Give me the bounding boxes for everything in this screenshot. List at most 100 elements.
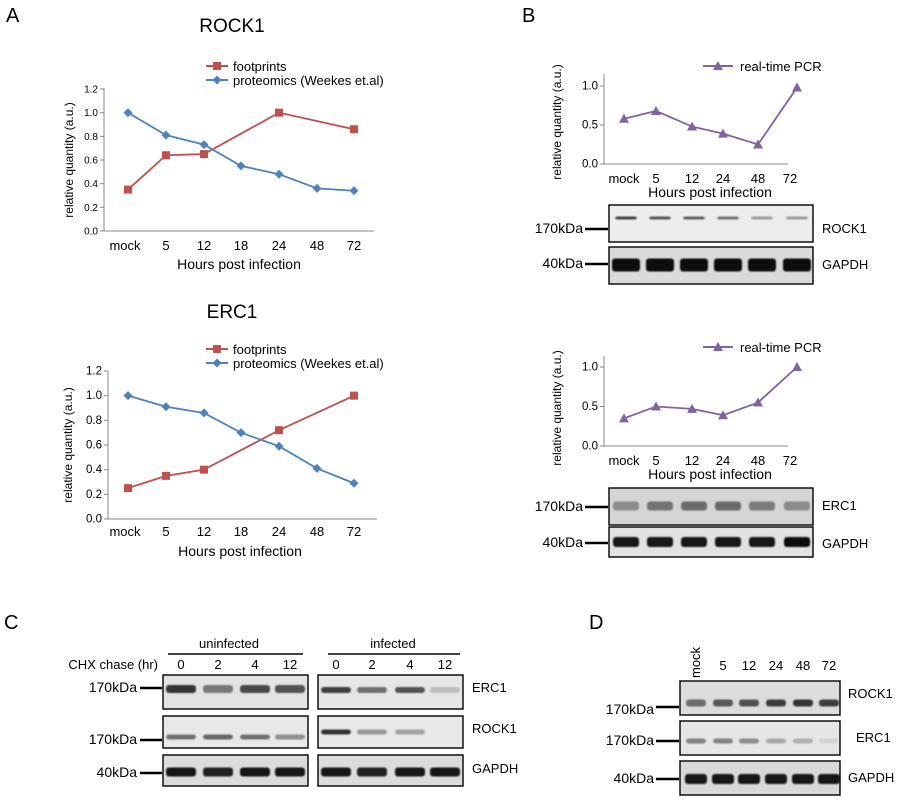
legend-label-proteomics: proteomics (Weekes et.al) — [233, 73, 384, 88]
data-point — [718, 128, 728, 138]
x-tick-label: mock — [109, 524, 141, 539]
blot-band — [685, 774, 707, 784]
data-point — [651, 105, 661, 115]
legend-marker-proteomics — [212, 358, 222, 368]
blot-band — [649, 216, 671, 220]
x-tick-label: 18 — [234, 524, 248, 539]
blot-band — [647, 537, 673, 547]
blot-band — [818, 774, 840, 784]
blot-band — [793, 699, 813, 707]
lane-label: 72 — [822, 658, 836, 673]
data-point — [275, 426, 283, 435]
data-point — [687, 403, 697, 413]
data-point — [792, 82, 802, 92]
chart-rock1: ROCK1 relative quantity (a.u.) Hours pos… — [62, 16, 384, 272]
blot-band — [793, 738, 813, 744]
data-point — [349, 186, 359, 196]
lane-label: mock — [688, 646, 703, 678]
blot-b-top: 170kDa 40kDa ROCK1 GAPDH — [535, 204, 868, 285]
blot-band — [713, 699, 733, 707]
legend-marker-pcr — [713, 342, 723, 351]
blot-band — [615, 216, 637, 220]
y-axis-label: relative quantity (a.u.) — [550, 350, 564, 465]
kda-label-170: 170kDa — [535, 220, 583, 236]
legend: footprints proteomics (Weekes et.al) — [206, 342, 384, 371]
data-point — [275, 108, 283, 117]
legend-marker-footprints — [213, 345, 221, 353]
blot-band — [357, 767, 387, 777]
lane-label: 12 — [438, 657, 452, 672]
blot-band — [430, 687, 460, 693]
blot-band — [240, 685, 270, 693]
x-tick-label: 5 — [652, 171, 659, 186]
lane-label: 4 — [406, 657, 413, 672]
legend-label-footprints: footprints — [233, 342, 287, 357]
kda-label-40: 40kDa — [97, 764, 138, 780]
data-point — [162, 471, 170, 480]
x-tick-label: mock — [608, 171, 640, 186]
y-tick-label: 0.2 — [86, 489, 102, 501]
data-point — [718, 410, 728, 420]
data-point — [124, 484, 132, 493]
header-uninfected: uninfected — [199, 636, 259, 651]
blot-band — [738, 774, 760, 784]
data-point — [619, 113, 629, 123]
series-line — [127, 111, 355, 191]
y-tick-label: 0.6 — [84, 156, 98, 167]
data-point — [349, 478, 359, 488]
protein-label-erc1: ERC1 — [472, 680, 507, 695]
x-tick-label: 72 — [347, 524, 361, 539]
data-point — [753, 139, 763, 149]
x-tick-label: 18 — [234, 238, 248, 253]
y-tick-label: 0.5 — [582, 401, 598, 413]
series-line — [127, 394, 355, 485]
panel-letter-d: D — [589, 612, 603, 634]
blot-band — [166, 685, 196, 693]
blot-band — [681, 501, 707, 511]
lane-label: 0 — [177, 657, 184, 672]
x-tick-label: 48 — [310, 238, 324, 253]
x-tick-label: 12 — [685, 453, 699, 468]
blot-box-gapdh — [608, 526, 814, 558]
blot-band — [766, 738, 786, 744]
y-tick-label: 0.0 — [84, 227, 98, 238]
data-point — [200, 150, 208, 159]
y-axis-label: relative quantity (a.u.) — [61, 387, 75, 502]
lane-label: 12 — [283, 657, 297, 672]
y-tick-label: 1.2 — [86, 366, 102, 378]
blot-band — [240, 767, 270, 777]
y-tick-label: 0.0 — [86, 514, 102, 526]
blot-band — [714, 258, 742, 272]
x-tick-label: 5 — [162, 524, 169, 539]
blot-band — [739, 738, 759, 744]
kda-label-170: 170kDa — [89, 731, 137, 747]
blot-band — [749, 537, 775, 547]
blot-band — [686, 699, 706, 707]
protein-label-erc1: ERC1 — [822, 498, 857, 513]
chart-erc1: ERC1 relative quantity (a.u.) Hours post… — [61, 302, 384, 559]
blot-band — [321, 729, 351, 735]
blot-band — [683, 216, 705, 220]
data-point — [792, 362, 802, 371]
blot-box-rock1 — [608, 204, 814, 243]
kda-label-170: 170kDa — [606, 732, 654, 748]
data-point — [312, 463, 322, 473]
x-tick-label: 72 — [783, 171, 797, 186]
y-tick-label: 0.2 — [84, 203, 98, 214]
data-point — [123, 391, 133, 401]
panel-letter-a: A — [6, 5, 20, 27]
blot-band — [430, 767, 460, 777]
y-tick-label: 1.0 — [84, 108, 98, 119]
x-tick-label: 24 — [716, 453, 730, 468]
data-point — [161, 402, 171, 412]
lane-label: 5 — [719, 658, 726, 673]
blot-band — [715, 537, 741, 547]
data-point — [200, 465, 208, 474]
y-tick-label: 1.0 — [86, 390, 102, 402]
y-tick-label: 1.0 — [582, 362, 598, 374]
y-tick-label: 1.0 — [582, 81, 598, 93]
data-point — [199, 408, 209, 418]
x-tick-label: 48 — [751, 453, 765, 468]
data-point — [274, 441, 284, 451]
blot-band — [686, 738, 706, 744]
